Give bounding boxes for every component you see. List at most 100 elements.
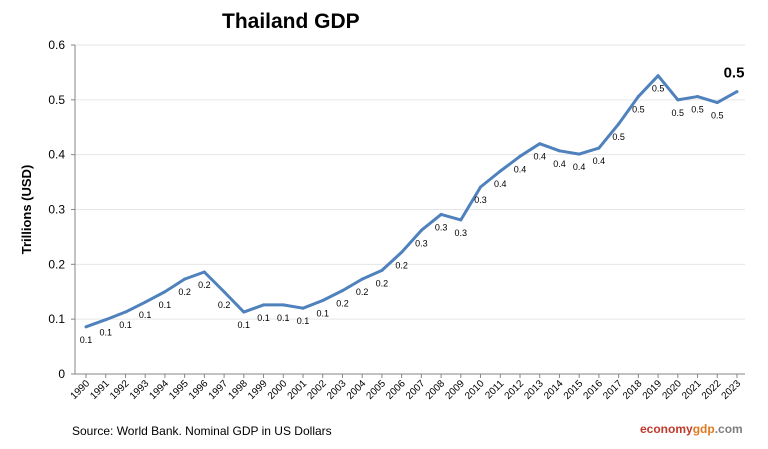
- data-label: 0.1: [297, 316, 310, 326]
- y-tick-label: 0: [58, 367, 65, 381]
- x-tick-label: 2015: [562, 378, 586, 402]
- data-label: 0.1: [139, 310, 152, 320]
- x-tick-label: 1996: [187, 378, 211, 402]
- brand-part2: gdp: [692, 422, 715, 436]
- data-point: [617, 122, 621, 126]
- data-point: [262, 303, 266, 307]
- data-point: [104, 318, 108, 322]
- data-label: 0.1: [316, 309, 329, 319]
- x-tick-label: 1994: [148, 378, 172, 402]
- data-label: 0.5: [711, 111, 724, 121]
- data-point: [360, 277, 364, 281]
- data-point: [735, 90, 739, 94]
- data-point: [577, 152, 581, 156]
- data-point: [498, 169, 502, 173]
- data-label: 0.2: [178, 287, 191, 297]
- data-label: 0.3: [435, 222, 448, 232]
- series-line: [85, 74, 738, 329]
- data-point: [183, 277, 187, 281]
- x-tick-label: 1998: [226, 378, 250, 402]
- data-label: 0.5: [632, 105, 645, 115]
- source-note: Source: World Bank. Nominal GDP in US Do…: [72, 424, 332, 438]
- data-label: 0.4: [494, 179, 507, 189]
- data-point: [636, 95, 640, 99]
- brand-part3: .com: [714, 422, 743, 436]
- data-point: [557, 149, 561, 153]
- data-label: 0.5: [612, 132, 625, 142]
- x-tick-label: 1999: [246, 378, 270, 402]
- data-label: 0.5: [672, 108, 685, 118]
- y-tick-label: 0.2: [48, 257, 65, 271]
- data-point: [123, 310, 127, 314]
- data-point: [380, 268, 384, 272]
- x-tick-label: 2021: [680, 378, 704, 402]
- data-point: [715, 101, 719, 105]
- data-point: [163, 290, 167, 294]
- x-tick-label: 2013: [522, 378, 546, 402]
- data-label: 0.3: [455, 228, 468, 238]
- x-tick-label: 2016: [582, 378, 606, 402]
- x-tick-label: 2020: [660, 378, 684, 402]
- data-point: [479, 185, 483, 189]
- data-label: 0.1: [159, 300, 172, 310]
- x-tick-label: 2005: [365, 378, 389, 402]
- x-tick-label: 1992: [108, 378, 132, 402]
- data-point: [597, 146, 601, 150]
- data-point: [242, 310, 246, 314]
- x-tick-label: 2007: [404, 378, 428, 402]
- x-tick-label: 1991: [88, 378, 112, 402]
- data-label: 0.1: [277, 313, 290, 323]
- data-label: 0.5: [652, 84, 665, 94]
- data-point: [400, 250, 404, 254]
- data-label: 0.4: [533, 152, 546, 162]
- data-point: [84, 325, 88, 329]
- data-point: [538, 142, 542, 146]
- data-point: [676, 98, 680, 102]
- x-tick-label: 2009: [443, 378, 467, 402]
- x-tick-label: 1997: [207, 378, 231, 402]
- data-point: [696, 95, 700, 99]
- data-label: 0.4: [553, 159, 566, 169]
- y-tick-label: 0.1: [48, 312, 65, 326]
- x-tick-label: 2006: [384, 378, 408, 402]
- x-tick-label: 2022: [700, 378, 724, 402]
- data-point: [656, 74, 660, 78]
- x-tick-label: 2017: [601, 378, 625, 402]
- y-tick-label: 0.5: [48, 93, 65, 107]
- y-tick-label: 0.6: [48, 38, 65, 52]
- data-label: 0.1: [99, 328, 112, 338]
- x-tick-label: 2019: [641, 378, 665, 402]
- data-label: 0.1: [238, 320, 251, 330]
- data-label: 0.3: [474, 195, 487, 205]
- data-point: [419, 228, 423, 232]
- x-tick-label: 2000: [266, 378, 290, 402]
- x-tick-label: 1990: [69, 378, 93, 402]
- y-axis-title: Trillions (USD): [19, 165, 34, 255]
- x-tick-label: 2023: [720, 378, 744, 402]
- data-label: 0.5: [691, 105, 704, 115]
- data-point: [459, 218, 463, 222]
- x-tick-label: 2010: [463, 378, 487, 402]
- x-tick-label: 2002: [305, 378, 329, 402]
- data-point: [281, 303, 285, 307]
- x-tick-label: 2001: [286, 378, 310, 402]
- data-label: 0.2: [395, 260, 408, 270]
- x-tick-label: 2012: [503, 378, 527, 402]
- data-point: [143, 300, 147, 304]
- x-tick-label: 1995: [167, 378, 191, 402]
- data-label: 0.5: [724, 65, 745, 82]
- data-label: 0.2: [218, 300, 231, 310]
- data-label: 0.3: [415, 238, 428, 248]
- data-point: [340, 289, 344, 293]
- y-tick-label: 0.4: [48, 148, 65, 162]
- data-label: 0.2: [198, 280, 211, 290]
- data-label: 0.1: [257, 313, 270, 323]
- x-tick-label: 2008: [424, 378, 448, 402]
- x-tick-label: 2003: [325, 378, 349, 402]
- data-label: 0.1: [119, 320, 132, 330]
- data-point: [301, 306, 305, 310]
- y-tick-label: 0.3: [48, 203, 65, 217]
- data-label: 0.2: [336, 299, 349, 309]
- data-label: 0.4: [573, 162, 586, 172]
